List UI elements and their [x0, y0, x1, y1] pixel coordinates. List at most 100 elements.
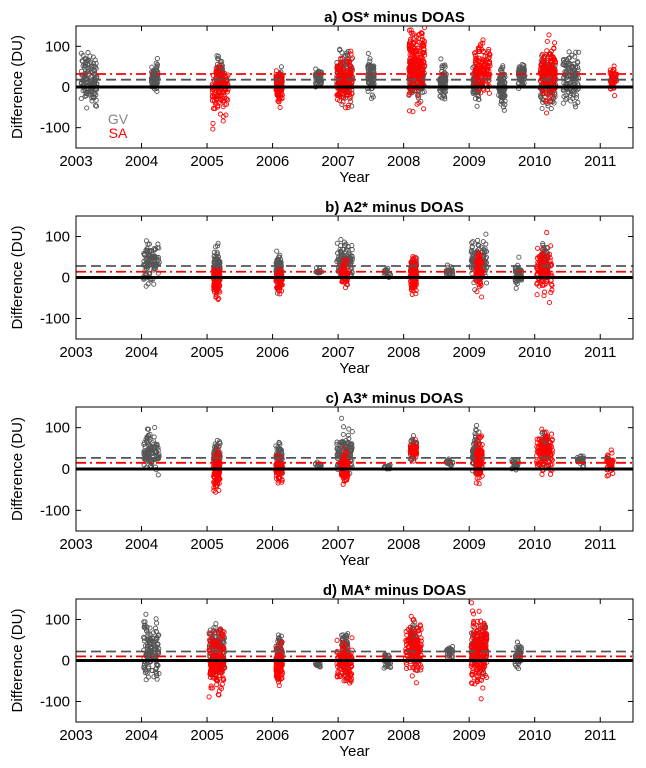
- data-point: [409, 436, 416, 442]
- data-point: [570, 66, 576, 72]
- data-point: [347, 91, 353, 97]
- data-point: [476, 55, 482, 61]
- data-point: [220, 104, 226, 110]
- data-point: [498, 101, 504, 107]
- data-point: [156, 245, 162, 251]
- data-point: [346, 60, 352, 66]
- data-point: [487, 61, 493, 67]
- data-point: [501, 94, 507, 100]
- data-point: [473, 480, 479, 486]
- data-point: [548, 262, 555, 268]
- data-point: [470, 250, 476, 256]
- data-point: [338, 236, 344, 243]
- data-point: [146, 260, 152, 266]
- x-axis-label: Year: [339, 360, 369, 377]
- data-point: [415, 39, 421, 45]
- data-point: [538, 443, 544, 449]
- data-point: [153, 60, 159, 66]
- data-point: [90, 80, 96, 86]
- data-point: [341, 239, 348, 245]
- data-point: [480, 37, 486, 43]
- data-point: [156, 259, 162, 265]
- data-point: [421, 46, 427, 52]
- data-point: [276, 91, 282, 98]
- data-point: [564, 56, 570, 62]
- data-point: [278, 64, 284, 70]
- data-point: [220, 75, 227, 82]
- data-point: [406, 108, 413, 114]
- data-point: [474, 475, 480, 481]
- data-point: [211, 485, 217, 491]
- data-point: [144, 435, 150, 441]
- data-point: [155, 447, 161, 453]
- data-point: [276, 254, 282, 260]
- data-point: [444, 262, 450, 268]
- data-point: [572, 104, 579, 110]
- data-point: [409, 291, 415, 297]
- data-point: [349, 429, 355, 435]
- data-point: [348, 445, 354, 451]
- data-point: [215, 240, 221, 246]
- data-point: [543, 435, 549, 442]
- data-point: [479, 59, 485, 65]
- x-tick-label: 2010: [518, 344, 551, 361]
- x-tick-label: 2008: [387, 344, 420, 361]
- data-point: [534, 281, 540, 287]
- data-point: [442, 64, 448, 70]
- data-point: [344, 440, 350, 446]
- x-axis-label: Year: [339, 552, 369, 569]
- data-point: [343, 477, 349, 483]
- y-tick-label: 0: [62, 79, 70, 96]
- data-point: [548, 243, 554, 249]
- data-point: [221, 98, 227, 104]
- data-point: [560, 57, 567, 63]
- data-point: [548, 281, 554, 287]
- data-point: [155, 472, 161, 478]
- data-point: [415, 45, 421, 51]
- data-point: [536, 437, 542, 443]
- data-point: [313, 73, 319, 79]
- data-point: [146, 435, 152, 441]
- data-point: [220, 113, 226, 120]
- data-point: [476, 441, 482, 447]
- data-point: [539, 471, 545, 478]
- data-point: [474, 103, 480, 109]
- x-tick-label: 2008: [387, 153, 420, 170]
- data-point: [410, 109, 416, 115]
- data-point: [220, 90, 227, 96]
- data-point: [212, 244, 218, 250]
- data-point: [337, 246, 343, 252]
- data-point: [534, 292, 540, 298]
- data-point: [413, 281, 419, 287]
- data-point: [501, 107, 507, 113]
- data-point: [91, 63, 97, 70]
- data-point: [545, 103, 551, 109]
- data-point: [544, 48, 550, 54]
- data-point: [220, 118, 226, 124]
- data-point: [365, 88, 371, 94]
- data-point: [84, 79, 90, 85]
- data-point: [348, 98, 354, 104]
- data-point: [549, 93, 555, 99]
- data-point: [146, 256, 152, 262]
- data-point: [475, 237, 481, 243]
- data-point: [472, 50, 478, 56]
- x-tick-label: 2005: [190, 536, 223, 553]
- data-point: [546, 299, 553, 306]
- data-point: [611, 63, 617, 69]
- data-point: [478, 282, 484, 288]
- data-point: [422, 52, 428, 58]
- data-point: [346, 62, 352, 68]
- data-point: [548, 290, 554, 296]
- data-point: [346, 440, 352, 446]
- data-point: [279, 95, 285, 102]
- data-point: [416, 72, 422, 78]
- data-point: [605, 456, 611, 462]
- legend-entry: SA: [109, 125, 128, 141]
- data-point: [568, 98, 574, 104]
- data-point: [472, 59, 478, 65]
- data-point: [276, 440, 282, 446]
- data-point: [339, 439, 345, 445]
- data-point: [539, 426, 545, 432]
